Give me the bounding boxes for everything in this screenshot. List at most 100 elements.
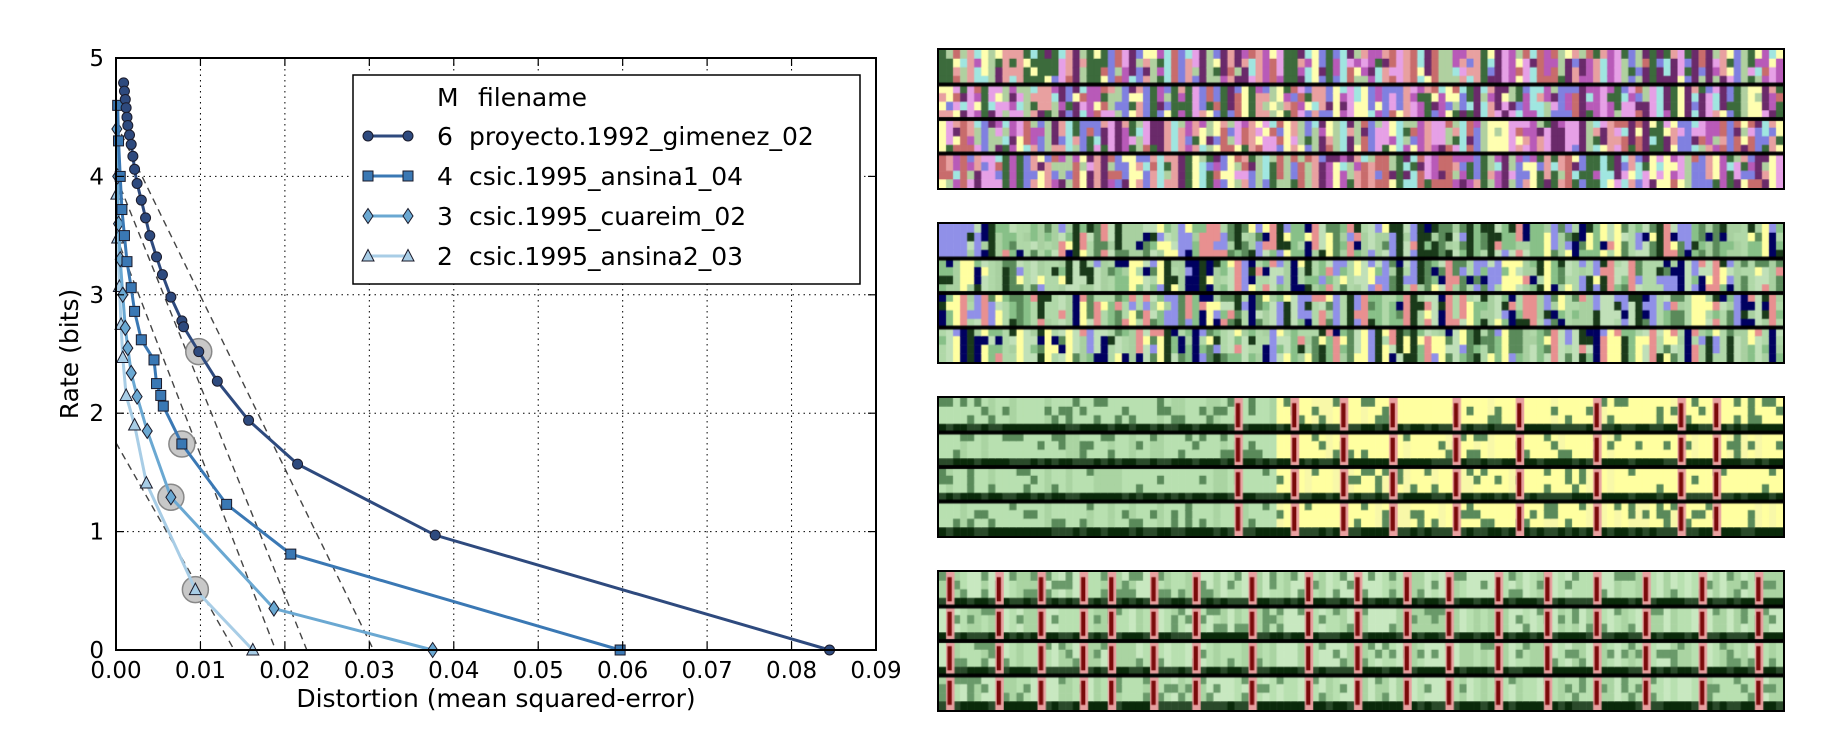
- data-point: [362, 170, 374, 182]
- data-point: [193, 346, 205, 358]
- heatmap-panel-1: [937, 48, 1785, 190]
- data-point: [148, 354, 160, 366]
- ticks: 0.00 0.01 0.02 0.03 0.04 0.05 0.06 0.07 0.08 0.09…: [89, 46, 901, 684]
- legend-filename: csic.1995_ansina2_03: [469, 242, 743, 271]
- y-tick-label: 2: [89, 401, 104, 427]
- data-point: [125, 138, 137, 150]
- data-point: [362, 130, 374, 142]
- tangent-line: [115, 176, 308, 651]
- data-point: [151, 378, 163, 390]
- legend-entries: 6 proyecto.1992_gimenez_02 4 csic.1995_ansi…: [361, 122, 814, 271]
- data-point: [115, 349, 130, 364]
- data-point: [131, 178, 143, 190]
- data-point: [157, 400, 169, 412]
- legend-m-value: 3: [437, 202, 453, 231]
- data-point: [156, 269, 168, 281]
- data-point: [127, 150, 139, 162]
- data-point: [135, 334, 147, 346]
- x-tick-label: 0.07: [682, 658, 733, 684]
- tangent-lines: [115, 122, 375, 651]
- data-point: [221, 498, 233, 510]
- data-point: [125, 364, 137, 382]
- legend-entry: 6 proyecto.1992_gimenez_02: [362, 122, 814, 151]
- series-6: [118, 77, 836, 656]
- data-point: [268, 600, 280, 617]
- data-point: [125, 282, 137, 294]
- x-tick-label: 0.01: [175, 658, 226, 684]
- data-point: [139, 475, 154, 489]
- rate-distortion-chart: 0.00 0.01 0.02 0.03 0.04 0.05 0.06 0.07 0.08 0.09…: [55, 46, 902, 713]
- data-point: [176, 438, 188, 450]
- y-tick-label: 4: [89, 164, 104, 190]
- data-point: [155, 389, 167, 401]
- data-point: [243, 414, 255, 426]
- series-4: [112, 99, 626, 656]
- plot-frame: [115, 57, 877, 651]
- heatmap-panel-3: [937, 396, 1785, 538]
- legend-frame: [352, 74, 861, 285]
- data-point: [402, 130, 414, 142]
- data-point: [211, 375, 223, 387]
- data-point: [151, 251, 163, 263]
- y-tick-label: 1: [89, 520, 104, 546]
- data-point: [121, 256, 133, 268]
- data-point: [140, 212, 152, 224]
- y-tick-label: 0: [89, 638, 104, 664]
- legend-entry: 2 csic.1995_ansina2_03: [361, 242, 743, 271]
- tangent-line: [115, 442, 235, 651]
- legend-m-value: 4: [437, 162, 453, 191]
- data-point: [113, 135, 125, 147]
- data-point: [118, 230, 130, 242]
- data-point: [401, 248, 415, 262]
- data-point: [119, 319, 131, 337]
- data-point: [122, 339, 134, 357]
- legend-m-value: 2: [437, 242, 453, 271]
- heatmap-panel-2: [937, 222, 1785, 364]
- legend-entry: 4 csic.1995_ansina1_04: [362, 162, 743, 191]
- x-tick-label: 0.09: [850, 658, 901, 684]
- data-point: [129, 163, 141, 175]
- y-axis-label: Rate (bits): [55, 289, 84, 419]
- data-point: [402, 207, 414, 225]
- legend-filename: proyecto.1992_gimenez_02: [469, 122, 814, 151]
- data-point: [292, 458, 304, 470]
- data-point: [429, 529, 441, 541]
- legend: M filename 6 proyecto.1992_gimenez_02 4 csi…: [352, 74, 861, 285]
- x-axis-label: Distortion (mean squared-error): [296, 684, 695, 713]
- data-point: [285, 548, 297, 560]
- data-point: [165, 488, 177, 506]
- data-point: [120, 102, 132, 114]
- x-tick-label: 0.08: [766, 658, 817, 684]
- x-tick-label: 0.03: [344, 658, 395, 684]
- data-point: [178, 321, 190, 333]
- y-tick-label: 5: [89, 46, 104, 72]
- legend-filename: csic.1995_cuareim_02: [469, 202, 746, 231]
- data-point: [144, 230, 156, 242]
- tangent-line: [115, 122, 375, 651]
- y-tick-label: 3: [89, 283, 104, 309]
- x-tick-label: 0.06: [597, 658, 648, 684]
- data-point: [119, 387, 133, 401]
- series: [110, 77, 836, 659]
- tangent-line: [115, 235, 277, 651]
- x-tick-label: 0.05: [513, 658, 564, 684]
- data-point: [124, 129, 136, 141]
- x-tick-label: 0.02: [259, 658, 310, 684]
- heatmap-panel-4: [937, 570, 1785, 712]
- x-tick-label: 0.00: [90, 658, 141, 684]
- legend-header-filename: filename: [478, 83, 587, 112]
- x-tick-label: 0.04: [428, 658, 479, 684]
- legend-entry: 3 csic.1995_cuareim_02: [362, 202, 746, 231]
- data-point: [129, 305, 141, 317]
- legend-filename: csic.1995_ansina1_04: [469, 162, 743, 191]
- data-point: [188, 582, 203, 596]
- legend-m-value: 6: [437, 122, 453, 151]
- data-point: [127, 417, 142, 431]
- data-point: [135, 194, 147, 206]
- data-point: [361, 248, 375, 262]
- data-point: [165, 291, 177, 303]
- data-point: [362, 207, 374, 225]
- data-point: [141, 422, 153, 440]
- data-point: [122, 119, 134, 131]
- legend-header-m: M: [437, 83, 459, 112]
